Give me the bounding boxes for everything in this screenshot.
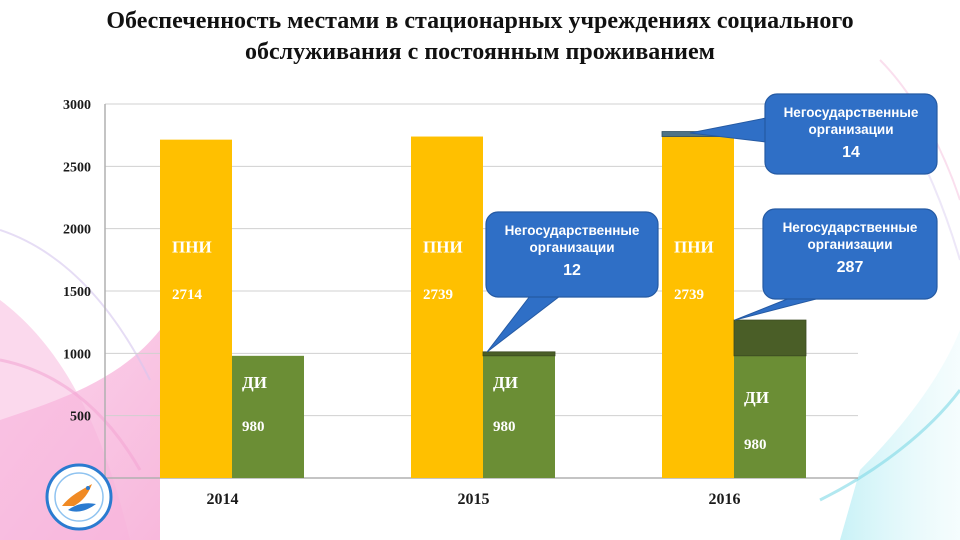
bar-di: [483, 355, 555, 478]
callout-line1: Негосударственные: [505, 223, 640, 238]
x-tick-label: 2015: [458, 491, 490, 508]
callout-line2: организации: [808, 122, 893, 137]
bar-pni: [411, 136, 483, 478]
bar-di-name: ДИ: [493, 373, 518, 392]
bar-di: [232, 355, 304, 478]
y-tick-label: 500: [70, 410, 91, 425]
y-tick-label: 3000: [63, 98, 91, 113]
callout-line2: организации: [529, 240, 614, 255]
bar-pni-value: 2739: [674, 287, 704, 303]
bar-di-value: 980: [493, 419, 516, 435]
callout-box: [485, 211, 659, 298]
bar-di-value: 980: [242, 419, 265, 435]
x-tick-label: 2014: [207, 491, 239, 508]
bar-di-value: 980: [744, 437, 767, 453]
title-line-2: обслуживания с постоянным проживанием: [245, 39, 715, 65]
y-tick-label: 1500: [63, 285, 91, 300]
bar-pni: [662, 136, 734, 478]
y-tick-label: 2500: [63, 160, 91, 175]
callout-value: 12: [563, 262, 581, 279]
bar-pni: [160, 139, 232, 478]
bar-di-name: ДИ: [744, 388, 769, 407]
bird-emblem-icon: [45, 463, 113, 531]
x-tick-label: 2016: [709, 491, 741, 508]
bar-ngo-segment: [482, 351, 556, 357]
bar-di: [734, 355, 806, 478]
callout-pointer: [486, 295, 562, 353]
callout-box: [762, 208, 938, 300]
bar-pni-name: ПНИ: [674, 238, 714, 257]
title-line-1: Обеспеченность местами в стационарных уч…: [106, 8, 854, 34]
callout-box: [764, 93, 938, 175]
bar-pni-value: 2714: [172, 287, 203, 303]
bar-pni-value: 2739: [423, 287, 453, 303]
callout-value: 287: [837, 259, 864, 276]
bar-pni-name: ПНИ: [172, 238, 212, 257]
callout-line1: Негосударственные: [783, 220, 918, 235]
y-tick-label: 1000: [63, 347, 91, 362]
bar-di-name: ДИ: [242, 373, 267, 392]
callout-line1: Негосударственные: [784, 105, 919, 120]
callout-value: 14: [842, 144, 860, 161]
bar-ngo-segment: [733, 319, 807, 357]
y-tick-label: 2000: [63, 223, 91, 238]
page-title: Обеспеченность местами в стационарных уч…: [20, 6, 940, 68]
callout-line2: организации: [807, 237, 892, 252]
bar-pni-name: ПНИ: [423, 238, 463, 257]
callout-pointer: [734, 297, 821, 321]
